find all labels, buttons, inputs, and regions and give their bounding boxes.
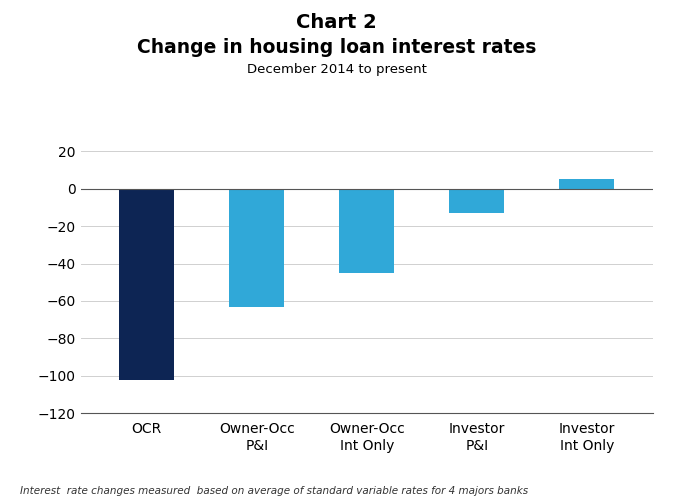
- Bar: [450, 188, 504, 213]
- Text: Chart 2: Chart 2: [296, 13, 377, 32]
- Text: December 2014 to present: December 2014 to present: [246, 63, 427, 76]
- Text: Interest  rate changes measured  based on average of standard variable rates for: Interest rate changes measured based on …: [20, 486, 528, 496]
- Bar: [229, 188, 284, 306]
- Bar: [339, 188, 394, 273]
- Text: Change in housing loan interest rates: Change in housing loan interest rates: [137, 38, 536, 57]
- Bar: [119, 188, 174, 380]
- Bar: [559, 179, 614, 188]
